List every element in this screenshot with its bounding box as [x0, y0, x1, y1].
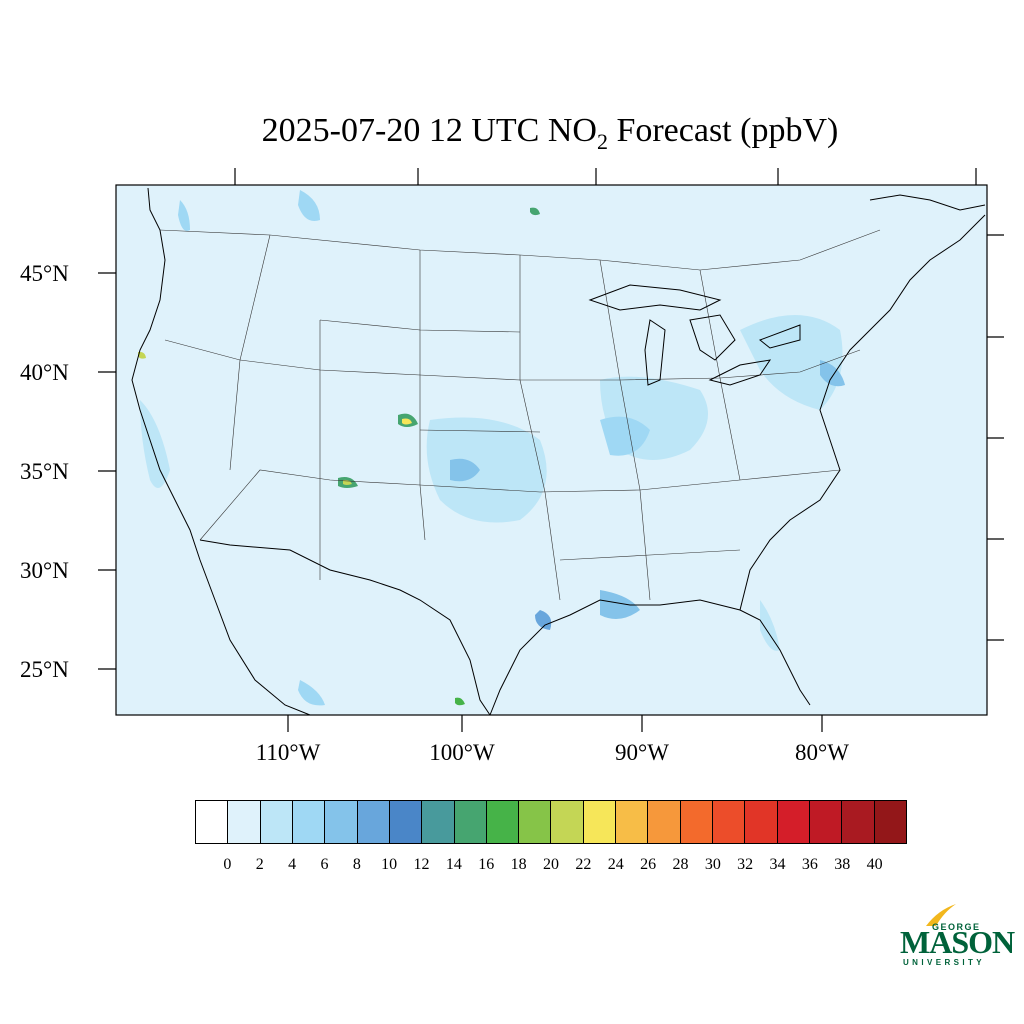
colorbar-tick-label: 6 — [320, 856, 329, 873]
colorbar-swatch — [551, 801, 584, 843]
lat-label: 45°N — [20, 261, 69, 286]
colorbar-swatch — [745, 801, 778, 843]
colorbar-swatch — [422, 801, 455, 843]
title-text: 2025-07-20 12 UTC NO — [261, 112, 597, 149]
colorbar-tick-label: 28 — [672, 856, 689, 873]
colorbar-swatch — [680, 801, 713, 843]
colorbar-swatch — [196, 801, 229, 843]
colorbar-tick-label: 0 — [223, 856, 232, 873]
country-coastline — [131, 187, 986, 716]
colorbar-tick-label: 4 — [288, 856, 297, 873]
logo-swoosh-icon — [926, 904, 956, 926]
colorbar-swatch — [389, 801, 423, 843]
logo-line1: GEORGE — [932, 922, 981, 932]
gmu-logo: GEORGE MASON UNIVERSITY — [896, 900, 1015, 970]
lon-label: 90°W — [615, 740, 669, 765]
title-subscript: 2 — [596, 128, 608, 154]
colorbar-tick-label: 2 — [255, 856, 264, 873]
great-lakes — [588, 284, 801, 386]
colorbar-swatch — [486, 801, 520, 843]
colorbar — [195, 800, 907, 844]
colorbar-labels: 0 2 4 6 8 10 12 14 16 18 20 22 24 26 28 30 32 34 36 38 40 — [0, 856, 1024, 880]
map-title: 2025-07-20 12 UTC NO2 Forecast (ppbV) — [0, 112, 1024, 155]
colorbar-swatch — [874, 801, 906, 843]
lon-label: 80°W — [795, 740, 849, 765]
colorbar-swatch — [228, 801, 261, 843]
colorbar-tick-label: 40 — [866, 856, 883, 873]
axis-ticks — [98, 168, 1004, 732]
map-frame — [115, 184, 988, 716]
state-boundaries — [159, 229, 881, 601]
colorbar-swatch — [325, 801, 358, 843]
colorbar-tick-label: 34 — [769, 856, 786, 873]
colorbar-tick-label: 10 — [381, 856, 398, 873]
colorbar-swatch — [713, 801, 746, 843]
colorbar-tick-label: 18 — [510, 856, 527, 873]
colorbar-tick-label: 8 — [352, 856, 361, 873]
colorbar-swatch — [809, 801, 843, 843]
logo-line3: UNIVERSITY — [903, 958, 986, 967]
lat-label: 30°N — [20, 558, 69, 583]
colorbar-swatch — [357, 801, 390, 843]
colorbar-tick-label: 26 — [640, 856, 657, 873]
colorbar-swatch — [648, 801, 681, 843]
longitude-labels: 110°W 100°W 90°W 80°W — [256, 740, 850, 765]
colorbar-swatch — [260, 801, 293, 843]
colorbar-tick-label: 38 — [834, 856, 851, 873]
colorbar-tick-label: 14 — [445, 856, 462, 873]
lat-label: 40°N — [20, 360, 69, 385]
colorbar-tick-label: 12 — [413, 856, 430, 873]
colorbar-swatch — [616, 801, 649, 843]
title-suffix: Forecast (ppbV) — [607, 112, 839, 149]
lat-label: 35°N — [20, 459, 69, 484]
colorbar-tick-label: 24 — [607, 856, 624, 873]
colorbar-tick-label: 22 — [575, 856, 592, 873]
colorbar-tick-label: 16 — [478, 856, 495, 873]
colorbar-swatch — [454, 801, 487, 843]
logo-line2: MASON — [900, 924, 1015, 960]
lon-label: 100°W — [429, 740, 495, 765]
colorbar-swatch — [842, 801, 875, 843]
lat-label: 25°N — [20, 657, 69, 682]
colorbar-swatch — [583, 801, 617, 843]
colorbar-tick-label: 20 — [543, 856, 559, 873]
lon-label: 110°W — [256, 740, 321, 765]
colorbar-tick-label: 30 — [704, 856, 721, 873]
colorbar-tick-label: 36 — [801, 856, 818, 873]
colorbar-tick-label: 32 — [737, 856, 754, 873]
colorbar-swatch — [519, 801, 552, 843]
latitude-labels: 45°N 40°N 35°N 30°N 25°N — [20, 261, 69, 682]
colorbar-swatch — [292, 801, 326, 843]
concentration-patches — [138, 190, 845, 706]
colorbar-swatch — [777, 801, 810, 843]
